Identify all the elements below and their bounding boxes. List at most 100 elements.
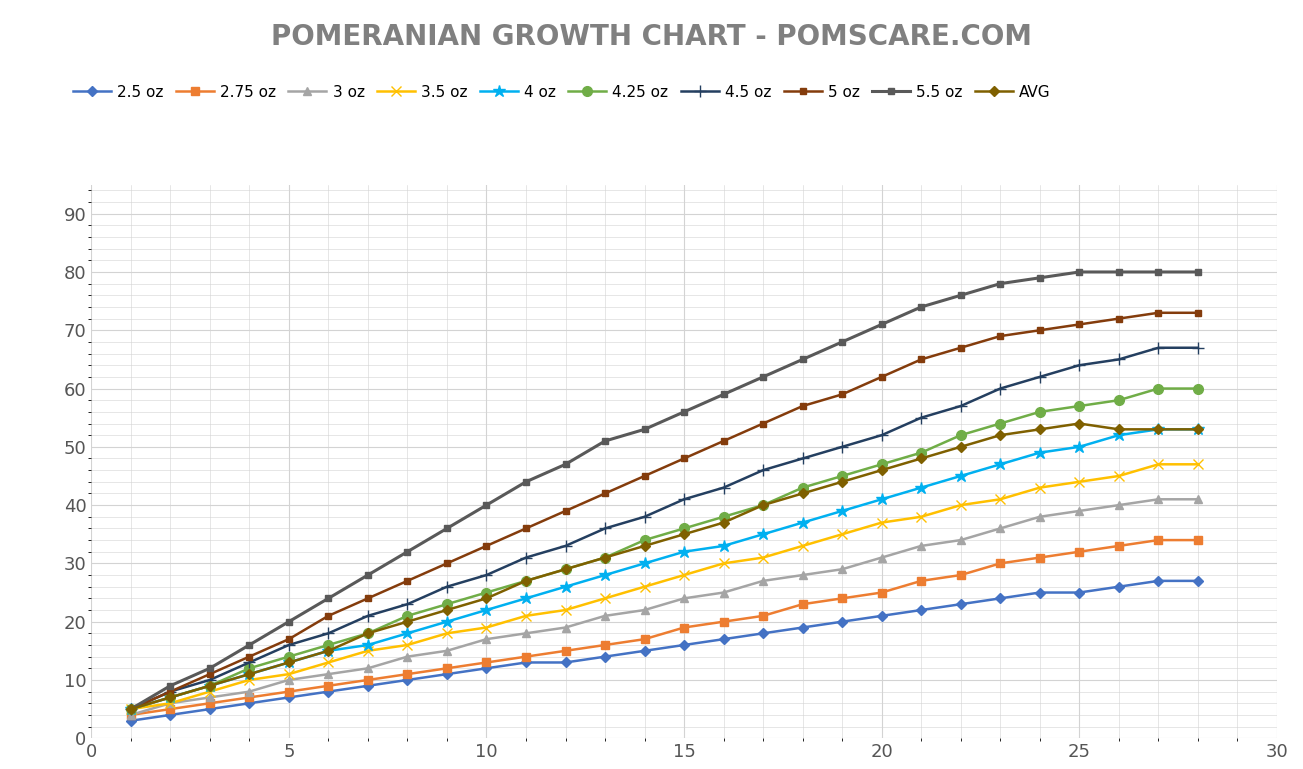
3.5 oz [241, 675, 257, 684]
5 oz [519, 524, 534, 533]
Line: 2.75 oz: 2.75 oz [126, 536, 1203, 719]
4 oz [597, 571, 612, 580]
4.5 oz [321, 629, 336, 638]
3.5 oz [1111, 471, 1127, 481]
2.75 oz [439, 664, 455, 673]
2.5 oz [795, 623, 810, 632]
2.75 oz [952, 571, 968, 580]
2.5 oz [834, 617, 850, 626]
3 oz [202, 693, 218, 702]
5.5 oz [1032, 273, 1048, 282]
4 oz [202, 681, 218, 691]
3 oz [1032, 512, 1048, 521]
2.5 oz [439, 670, 455, 679]
4 oz [439, 617, 455, 626]
4.5 oz [597, 524, 612, 533]
4 oz [281, 657, 297, 667]
4 oz [1190, 424, 1205, 434]
AVG [1111, 424, 1127, 434]
AVG [676, 530, 692, 539]
5.5 oz [321, 594, 336, 603]
5 oz [913, 355, 929, 364]
4.25 oz [519, 576, 534, 585]
3.5 oz [202, 687, 218, 696]
4 oz [1032, 448, 1048, 458]
4.5 oz [558, 541, 573, 551]
2.5 oz [993, 594, 1009, 603]
AVG [439, 605, 455, 614]
3 oz [676, 594, 692, 603]
5.5 oz [519, 478, 534, 487]
4.5 oz [163, 687, 179, 696]
2.75 oz [1032, 553, 1048, 562]
2.75 oz [637, 634, 653, 644]
2.5 oz [163, 711, 179, 720]
4 oz [795, 518, 810, 528]
4 oz [400, 629, 416, 638]
AVG [1190, 424, 1205, 434]
4.25 oz [1032, 408, 1048, 417]
4.25 oz [1111, 395, 1127, 404]
4 oz [360, 641, 375, 650]
5 oz [993, 331, 1009, 341]
5.5 oz [834, 338, 850, 347]
4.25 oz [360, 629, 375, 638]
4.25 oz [241, 664, 257, 673]
2.75 oz [122, 711, 138, 720]
2.5 oz [122, 716, 138, 725]
3.5 oz [122, 704, 138, 714]
4 oz [1151, 424, 1166, 434]
2.75 oz [400, 670, 416, 679]
5 oz [1190, 308, 1205, 318]
2.5 oz [400, 675, 416, 684]
4.5 oz [795, 454, 810, 463]
3.5 oz [163, 699, 179, 708]
AVG [993, 431, 1009, 440]
4.5 oz [676, 494, 692, 504]
4.25 oz [874, 460, 890, 469]
3 oz [993, 524, 1009, 533]
4.5 oz [952, 401, 968, 411]
5.5 oz [360, 571, 375, 580]
4.5 oz [874, 431, 890, 440]
5 oz [715, 436, 731, 445]
2.5 oz [1190, 576, 1205, 585]
4 oz [122, 704, 138, 714]
4.5 oz [756, 465, 771, 474]
5.5 oz [913, 302, 929, 311]
5.5 oz [993, 279, 1009, 288]
3.5 oz [321, 657, 336, 667]
2.75 oz [281, 687, 297, 696]
5 oz [756, 419, 771, 428]
AVG [241, 670, 257, 679]
4.5 oz [834, 442, 850, 451]
4.5 oz [1111, 355, 1127, 364]
4 oz [756, 530, 771, 539]
4.5 oz [519, 553, 534, 562]
3.5 oz [952, 501, 968, 510]
5.5 oz [558, 460, 573, 469]
5 oz [1071, 320, 1087, 329]
5 oz [874, 372, 890, 381]
2.5 oz [241, 699, 257, 708]
5.5 oz [281, 617, 297, 626]
2.5 oz [952, 600, 968, 609]
3.5 oz [795, 541, 810, 551]
4.25 oz [439, 600, 455, 609]
3 oz [874, 553, 890, 562]
4.5 oz [715, 483, 731, 492]
4 oz [163, 693, 179, 702]
5.5 oz [163, 681, 179, 691]
4.25 oz [1190, 384, 1205, 393]
5 oz [558, 506, 573, 515]
2.5 oz [756, 629, 771, 638]
5 oz [478, 541, 494, 551]
3.5 oz [597, 594, 612, 603]
AVG [1032, 424, 1048, 434]
2.5 oz [202, 704, 218, 714]
3 oz [1151, 494, 1166, 504]
4 oz [637, 559, 653, 568]
4.5 oz [400, 600, 416, 609]
5.5 oz [122, 704, 138, 714]
4.25 oz [993, 419, 1009, 428]
